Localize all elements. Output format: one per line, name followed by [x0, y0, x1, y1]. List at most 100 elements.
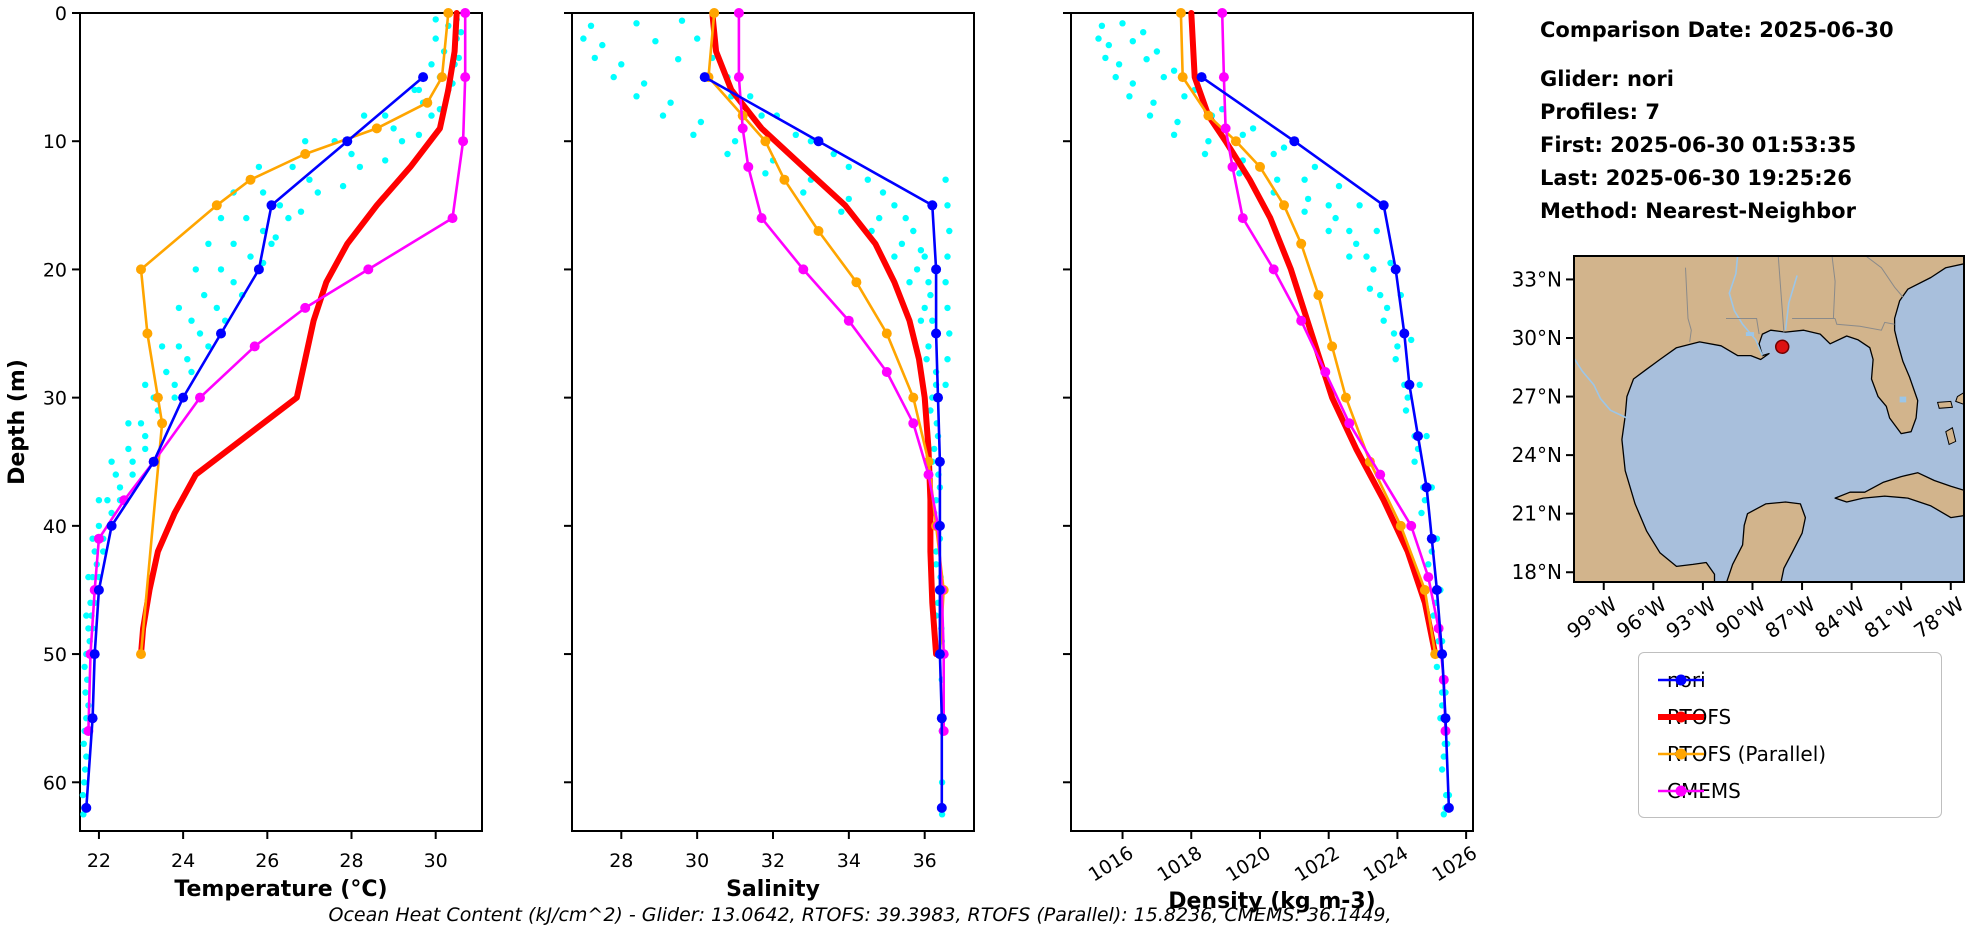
svg-text:32: 32 — [761, 850, 785, 872]
svg-text:24°N: 24°N — [1512, 443, 1562, 467]
y-axis-ticks: 0 10 20 30 40 50 60 — [43, 3, 80, 794]
svg-text:90°W: 90°W — [1711, 592, 1770, 643]
longitude-ticks: 99°W96°W93°W90°W87°W84°W81°W78°W — [1562, 582, 1969, 643]
svg-text:78°W: 78°W — [1909, 592, 1968, 643]
series-rtofs — [709, 10, 940, 658]
svg-text:1024: 1024 — [1360, 842, 1413, 886]
svg-text:21°N: 21°N — [1512, 502, 1562, 526]
svg-text:36: 36 — [913, 850, 937, 872]
y-axis-ticks — [564, 12, 572, 784]
series-cmems — [83, 8, 471, 736]
svg-text:28: 28 — [609, 850, 633, 872]
y-axis-label: Depth (m) — [5, 359, 30, 485]
info-spacer — [1540, 47, 1980, 63]
lake — [1899, 396, 1907, 403]
svg-text:22: 22 — [87, 850, 111, 872]
svg-text:28: 28 — [339, 850, 363, 872]
river — [1574, 356, 1628, 419]
svg-text:33°N: 33°N — [1512, 267, 1562, 291]
svg-text:34: 34 — [837, 850, 861, 872]
legend-item-cmems: CMEMS — [1639, 772, 1941, 809]
svg-text:1016: 1016 — [1085, 842, 1138, 886]
svg-text:84°W: 84°W — [1810, 592, 1869, 643]
mainland-landmass — [1574, 256, 1964, 582]
island-landmass — [1936, 400, 1954, 409]
state-border — [1777, 256, 1785, 333]
svg-text:93°W: 93°W — [1661, 592, 1720, 643]
temperature-profile-chart: 22 24 26 28 30 0 10 20 30 40 50 60 Temperature (°C) D… — [5, 3, 483, 902]
legend-marker-icon — [1658, 674, 1704, 685]
ocean-heat-content-footer: Ocean Heat Content (kJ/cm^2) - Glider: 1… — [328, 904, 1392, 926]
plot-frame — [571, 12, 975, 832]
legend-item-rtofs: RTOFS — [1639, 698, 1941, 735]
island-landmass — [1955, 392, 1964, 405]
info-panel: Comparison Date: 2025-06-30 Glider: nori… — [1540, 14, 1980, 228]
glider-position-marker — [1774, 339, 1790, 355]
svg-text:1026: 1026 — [1428, 842, 1481, 886]
density-profile-chart: 1016 1018 1020 1022 1024 1026 Density (kg m-3) — [1063, 8, 1481, 914]
method-text: Method: Nearest-Neighbor — [1540, 199, 1856, 223]
gulf-of-mexico-map: 33°N 30°N 27°N 24°N 21°N 18°N99°W96°W93°W90°W… — [1512, 255, 1969, 643]
cuba-landmass — [1834, 472, 1964, 519]
comparison-date-text: Comparison Date: 2025-06-30 — [1540, 18, 1894, 42]
river — [1784, 275, 1798, 331]
svg-text:1018: 1018 — [1153, 842, 1206, 886]
svg-text:1020: 1020 — [1222, 842, 1275, 886]
state-border — [1834, 318, 1895, 331]
svg-text:30: 30 — [43, 388, 67, 410]
x-axis-ticks: 1016 1018 1020 1022 1024 1026 — [1085, 831, 1481, 886]
map-frame — [1573, 255, 1965, 583]
series-nori — [81, 72, 429, 813]
x-axis-ticks: 28 30 32 34 36 — [609, 831, 937, 872]
legend: noriRTOFSRTOFS (Parallel)CMEMS — [1638, 652, 1942, 818]
legend-marker-icon — [1658, 711, 1704, 722]
svg-text:87°W: 87°W — [1761, 592, 1820, 643]
svg-text:30: 30 — [424, 850, 448, 872]
last-profile-time-text: Last: 2025-06-30 19:25:26 — [1540, 166, 1852, 190]
island-landmass — [1945, 427, 1957, 446]
x-axis-label: Temperature (°C) — [174, 877, 387, 902]
svg-text:0: 0 — [55, 3, 67, 25]
first-profile-time-text: First: 2025-06-30 01:53:35 — [1540, 133, 1857, 157]
svg-text:10: 10 — [43, 131, 67, 153]
series-rtofs — [138, 10, 460, 658]
svg-text:99°W: 99°W — [1562, 592, 1621, 643]
legend-item-nori: nori — [1639, 661, 1941, 698]
svg-text:27°N: 27°N — [1512, 385, 1562, 409]
svg-text:30°N: 30°N — [1512, 326, 1562, 350]
svg-text:20: 20 — [43, 259, 67, 281]
x-axis-label: Salinity — [726, 877, 820, 902]
river — [1728, 256, 1764, 356]
map-layers — [1574, 256, 1964, 582]
legend-marker-icon — [1658, 785, 1704, 796]
svg-text:50: 50 — [43, 644, 67, 666]
plot-frame — [1070, 12, 1474, 832]
svg-text:96°W: 96°W — [1612, 592, 1671, 643]
series-rtofs_parallel — [136, 8, 454, 660]
y-axis-ticks — [1063, 12, 1071, 784]
state-border — [1865, 256, 1904, 298]
plot-frame — [79, 12, 483, 832]
salinity-profile-chart: 28 30 32 34 36 Salinity — [564, 8, 975, 902]
svg-text:1022: 1022 — [1291, 842, 1344, 886]
svg-text:18°N: 18°N — [1512, 560, 1562, 584]
legend-marker-icon — [1658, 748, 1704, 759]
svg-text:40: 40 — [43, 516, 67, 538]
x-axis-label: Density (kg m-3) — [1168, 889, 1376, 914]
latitude-ticks: 33°N 30°N 27°N 24°N 21°N 18°N — [1512, 267, 1574, 584]
state-border — [1685, 267, 1692, 342]
series-nori — [699, 72, 947, 813]
svg-text:30: 30 — [685, 850, 709, 872]
svg-text:60: 60 — [43, 772, 67, 794]
x-axis-ticks: 22 24 26 28 30 — [87, 831, 448, 872]
legend-item-rtofs-parallel-: RTOFS (Parallel) — [1639, 735, 1941, 772]
series-cmems — [1217, 8, 1451, 736]
svg-text:81°W: 81°W — [1860, 592, 1919, 643]
state-border — [1726, 318, 1760, 335]
svg-text:26: 26 — [255, 850, 279, 872]
series-rtofs_parallel — [1175, 8, 1441, 660]
svg-text:24: 24 — [171, 850, 195, 872]
yucatan-peninsula-landmass — [1725, 501, 1807, 582]
state-border — [1831, 256, 1836, 319]
